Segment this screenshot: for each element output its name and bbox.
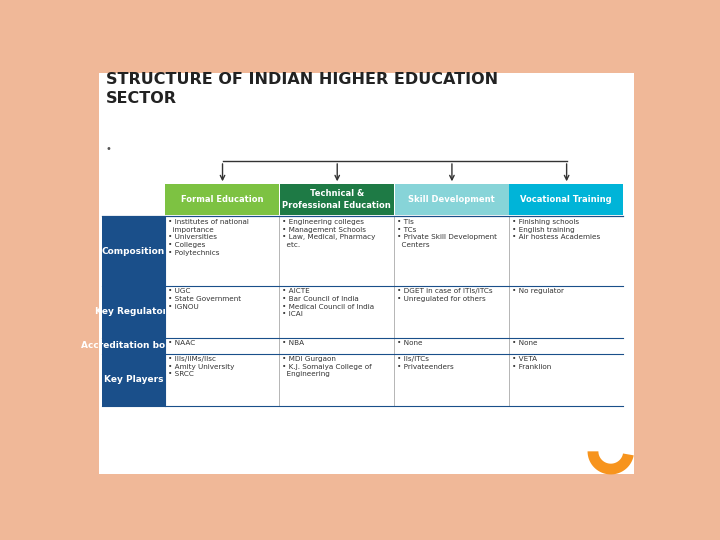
Text: • IIs/ITCs
• Privateenders: • IIs/ITCs • Privateenders [397, 356, 454, 369]
FancyBboxPatch shape [102, 217, 165, 286]
FancyBboxPatch shape [102, 338, 165, 354]
Text: Technical &
Professional Education: Technical & Professional Education [282, 190, 391, 210]
Text: STRUCTURE OF INDIAN HIGHER EDUCATION
SECTOR: STRUCTURE OF INDIAN HIGHER EDUCATION SEC… [106, 72, 498, 106]
FancyBboxPatch shape [509, 184, 624, 215]
FancyBboxPatch shape [280, 354, 394, 406]
Polygon shape [588, 451, 634, 475]
Text: • AICTE
• Bar Council of India
• Medical Council of India
• ICAI: • AICTE • Bar Council of India • Medical… [282, 288, 374, 318]
Text: Key Players: Key Players [104, 375, 163, 384]
Text: • DGET in case of ITIs/ITCs
• Unregulated for others: • DGET in case of ITIs/ITCs • Unregulate… [397, 288, 492, 302]
FancyBboxPatch shape [395, 354, 508, 406]
FancyBboxPatch shape [102, 286, 165, 338]
Text: • None: • None [512, 340, 537, 347]
Text: • Institutes of national
  importance
• Universities
• Colleges
• Polytechnics: • Institutes of national importance • Un… [168, 219, 248, 256]
FancyBboxPatch shape [280, 217, 394, 286]
Text: • No regulator: • No regulator [512, 288, 564, 294]
FancyBboxPatch shape [102, 354, 165, 406]
Text: • None: • None [397, 340, 423, 347]
Text: • UGC
• State Government
• IGNOU: • UGC • State Government • IGNOU [168, 288, 240, 309]
FancyBboxPatch shape [280, 286, 394, 338]
FancyBboxPatch shape [99, 72, 634, 475]
FancyBboxPatch shape [165, 354, 279, 406]
FancyBboxPatch shape [509, 217, 624, 286]
Text: Composition: Composition [102, 247, 165, 255]
Text: • Finishing schools
• English training
• Air hostess Academies: • Finishing schools • English training •… [512, 219, 600, 240]
Text: Formal Education: Formal Education [181, 195, 264, 204]
Text: • NAAC: • NAAC [168, 340, 194, 347]
FancyBboxPatch shape [395, 184, 508, 215]
FancyBboxPatch shape [280, 184, 394, 215]
FancyBboxPatch shape [165, 338, 279, 354]
Text: • MDI Gurgaon
• K.J. Somaiya College of
  Engineering: • MDI Gurgaon • K.J. Somaiya College of … [282, 356, 372, 377]
FancyBboxPatch shape [165, 217, 279, 286]
FancyBboxPatch shape [509, 354, 624, 406]
FancyBboxPatch shape [395, 217, 508, 286]
FancyBboxPatch shape [165, 184, 279, 215]
FancyBboxPatch shape [509, 286, 624, 338]
Text: • TIs
• TCs
• Private Skill Development
  Centers: • TIs • TCs • Private Skill Development … [397, 219, 497, 248]
FancyBboxPatch shape [509, 338, 624, 354]
FancyBboxPatch shape [280, 338, 394, 354]
Text: • IIIs/IIMs/IIsc
• Amity University
• SRCC: • IIIs/IIMs/IIsc • Amity University • SR… [168, 356, 234, 377]
Text: Accreditation bodies: Accreditation bodies [81, 341, 186, 350]
FancyBboxPatch shape [165, 286, 279, 338]
FancyBboxPatch shape [395, 338, 508, 354]
Text: • VETA
• Franklion: • VETA • Franklion [512, 356, 551, 369]
Text: Key Regulators: Key Regulators [94, 307, 172, 316]
Text: •: • [106, 145, 112, 154]
Text: • Engineering colleges
• Management Schools
• Law, Medical, Pharmacy
  etc.: • Engineering colleges • Management Scho… [282, 219, 376, 248]
Text: • NBA: • NBA [282, 340, 305, 347]
FancyBboxPatch shape [395, 286, 508, 338]
Text: Skill Development: Skill Development [408, 195, 495, 204]
Text: Vocational Training: Vocational Training [521, 195, 612, 204]
